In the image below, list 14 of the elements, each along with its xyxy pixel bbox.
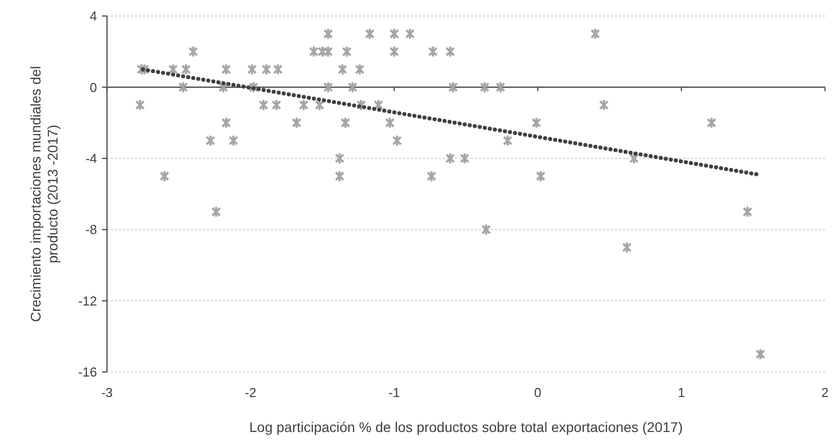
- y-tick-label: 0: [90, 80, 97, 95]
- x-tick-label: -3: [101, 385, 113, 400]
- y-axis-title: Crecimiento importaciones mundiales del producto (2013 -2017): [28, 66, 60, 322]
- x-tick-label: 2: [821, 385, 829, 400]
- x-axis-title: Log participación % de los productos sobre total exportaciones (2017): [249, 419, 683, 435]
- x-tick-label: 1: [678, 385, 686, 400]
- x-tick-label: -2: [244, 385, 256, 400]
- x-tick-label: 0: [534, 385, 542, 400]
- x-tick-label: -1: [388, 385, 400, 400]
- y-tick-label: -12: [78, 293, 97, 308]
- y-tick-label: 4: [90, 8, 97, 24]
- y-tick-label: -8: [85, 222, 97, 238]
- y-tick-label: -4: [85, 150, 97, 166]
- y-tick-label: -16: [78, 364, 97, 380]
